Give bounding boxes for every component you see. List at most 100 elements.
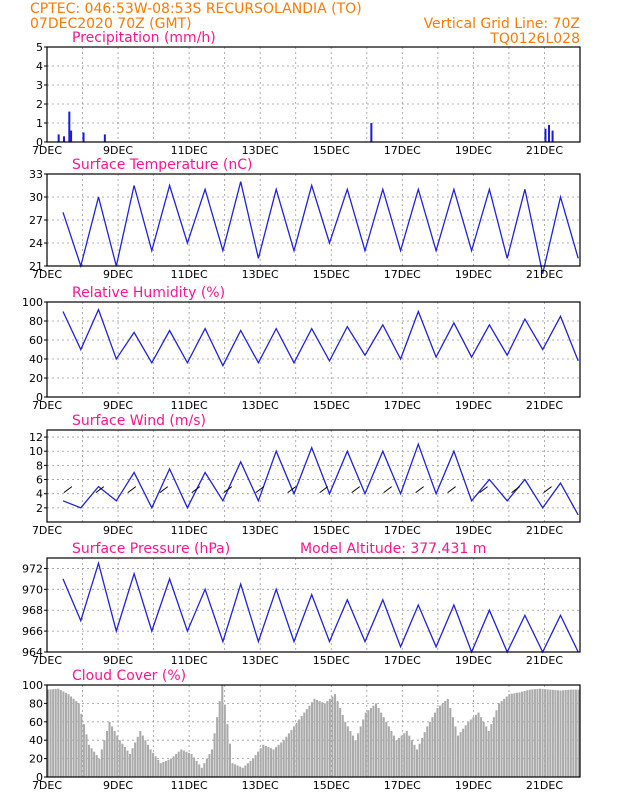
x-tick-label: 21DEC: [526, 524, 563, 537]
cloud-bar: [574, 689, 577, 777]
cloud-bar: [318, 701, 321, 777]
y-tick-label: 970: [22, 583, 43, 596]
wind-arrow: [479, 486, 488, 494]
wind-arrow: [191, 486, 201, 494]
cloud-bar: [82, 724, 85, 777]
cloud-bar: [313, 698, 316, 777]
cloud-bar: [382, 717, 385, 777]
cloud-bar: [218, 701, 221, 777]
cloud-bar: [111, 726, 114, 777]
cloud-bar: [129, 754, 132, 777]
cloud-bar: [490, 724, 493, 777]
y-tick-label: 0: [36, 771, 43, 784]
cloud-bar: [90, 748, 93, 777]
panel-5: 964 966 968 970 972 7DEC 9DEC 11DEC 13DEC 15DEC 17…: [22, 541, 581, 667]
cloud-bar: [126, 750, 129, 777]
x-tick-label: 9DEC: [103, 654, 133, 667]
cloud-bar: [52, 689, 55, 777]
cloud-bar: [462, 728, 465, 777]
x-tick-label: 11DEC: [171, 779, 208, 792]
cloud-bar: [316, 699, 319, 777]
cloud-bar: [369, 708, 372, 777]
cloud-bar: [172, 756, 175, 777]
cloud-bar: [423, 732, 426, 777]
cloud-bar: [246, 763, 249, 777]
cloud-bar: [157, 759, 160, 777]
x-tick-label: 21DEC: [526, 144, 563, 157]
wind-arrow: [127, 486, 137, 494]
x-tick-label: 9DEC: [103, 779, 133, 792]
panel-frame: [46, 46, 581, 143]
cloud-bar: [93, 751, 96, 777]
x-tick-label: 19DEC: [455, 399, 492, 412]
cloud-bar: [567, 689, 570, 777]
cloud-bar: [554, 690, 557, 777]
x-tick-label: 19DEC: [455, 524, 492, 537]
x-tick-label: 21DEC: [526, 399, 563, 412]
y-tick-label: 0: [36, 391, 43, 404]
y-tick-label: 1: [36, 117, 43, 130]
cloud-bar: [495, 710, 498, 777]
cloud-bar: [159, 763, 162, 777]
cloud-bar: [244, 765, 247, 777]
cloud-bar: [556, 690, 559, 777]
y-tick-label: 100: [22, 679, 43, 692]
series-line: [62, 442, 579, 516]
cloud-bar: [413, 744, 416, 777]
cloud-bar: [221, 685, 224, 777]
cloud-bar: [546, 689, 549, 777]
x-tick-label: 19DEC: [455, 268, 492, 281]
cloud-bar: [549, 689, 552, 777]
cloud-bar: [354, 740, 357, 777]
cloud-bar: [116, 735, 119, 777]
cloud-bar: [134, 742, 137, 777]
cloud-bar: [231, 763, 234, 777]
cloud-bar: [249, 760, 252, 777]
x-tick-label: 11DEC: [171, 268, 208, 281]
cloud-bar: [387, 726, 390, 777]
cloud-bar: [405, 731, 408, 777]
cloud-bar: [426, 726, 429, 777]
x-tick-label: 19DEC: [455, 654, 492, 667]
wind-arrow: [63, 486, 73, 494]
cloud-bar: [108, 721, 111, 777]
cloud-bar: [293, 726, 296, 777]
cloud-bar: [492, 717, 495, 777]
x-tick-label: 13DEC: [242, 144, 279, 157]
x-tick-label: 15DEC: [313, 268, 350, 281]
cloud-bar: [80, 713, 83, 777]
y-tick-label: 8: [36, 459, 43, 472]
y-tick-label: 966: [22, 625, 43, 638]
cloud-bar: [85, 734, 88, 777]
x-tick-label: 17DEC: [384, 399, 421, 412]
cloud-bar: [569, 689, 572, 777]
cloud-bar: [252, 758, 255, 777]
cloud-bar: [113, 731, 116, 777]
cloud-bar: [403, 733, 406, 777]
cloud-bar: [67, 694, 70, 777]
panel-title: Precipitation (mm/h): [72, 30, 216, 46]
header-vertical-grid-line: Vertical Grid Line: 70Z: [424, 16, 580, 32]
cloud-bar: [482, 721, 485, 777]
cloud-bar: [308, 705, 311, 777]
cloud-bar: [290, 729, 293, 777]
cloud-bar: [70, 696, 73, 777]
cloud-bar: [164, 760, 167, 777]
cloud-bar: [474, 714, 477, 777]
y-tick-label: 4: [36, 488, 43, 501]
cloud-bar: [459, 732, 462, 777]
cloud-bar: [211, 749, 214, 777]
cloud-bar: [428, 721, 431, 777]
cloud-bar: [359, 726, 362, 777]
cloud-bar: [436, 708, 439, 777]
cloud-bar: [175, 754, 178, 777]
x-tick-label: 17DEC: [384, 144, 421, 157]
cloud-bar: [303, 712, 306, 777]
cloud-bar: [98, 758, 101, 777]
cloud-bar: [49, 689, 52, 777]
cloud-bar: [559, 690, 562, 777]
panel-frame: [46, 301, 581, 398]
wind-arrow: [223, 486, 233, 494]
cloud-bar: [541, 688, 544, 777]
